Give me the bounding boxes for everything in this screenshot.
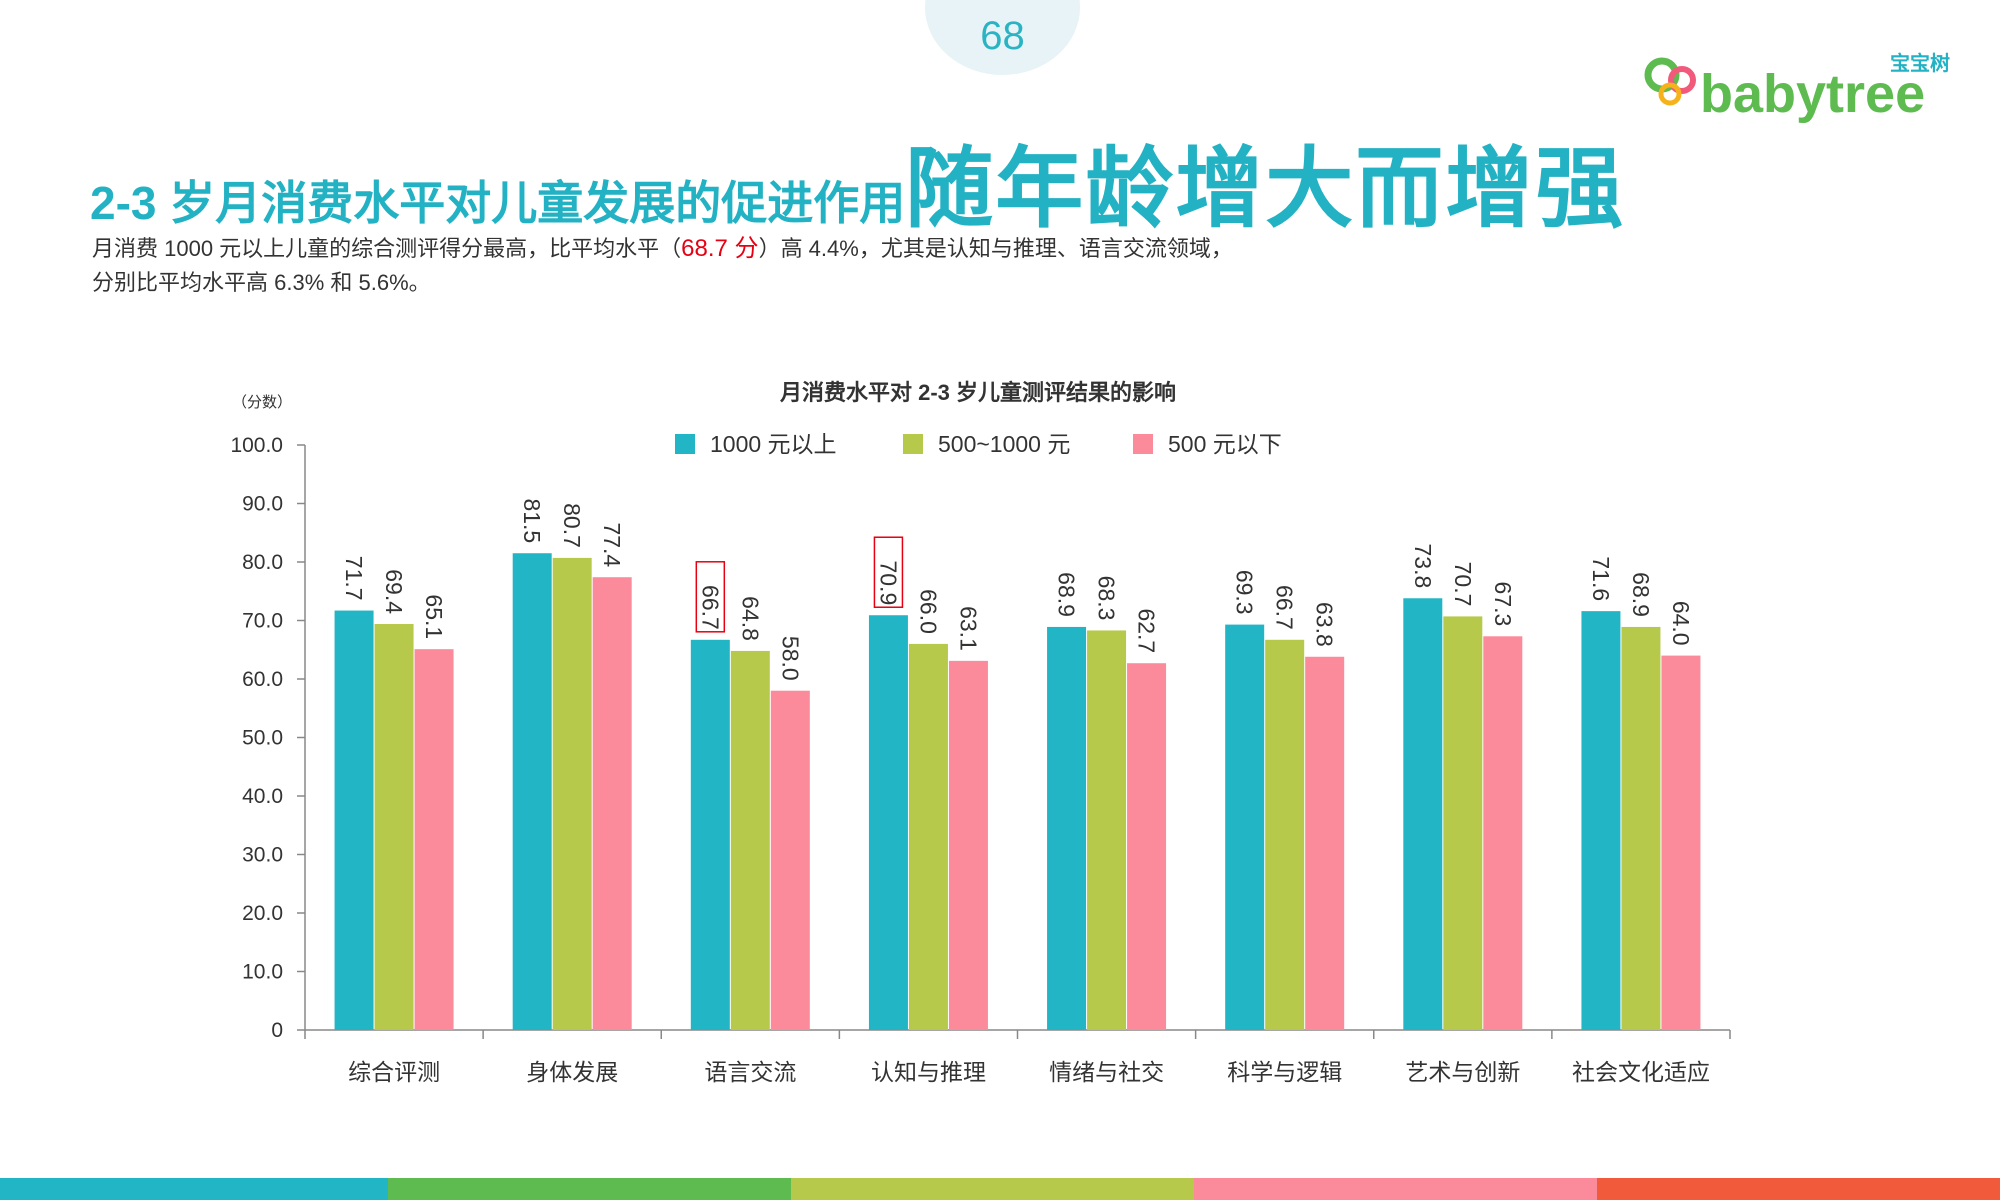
data-label: 81.5	[519, 498, 545, 543]
y-tick-label: 30.0	[242, 844, 283, 867]
babytree-logo: babytree 宝宝树	[1644, 51, 1950, 124]
page-title: 2-3 岁月消费水平对儿童发展的促进作用随年龄增大而增强	[90, 118, 1625, 245]
y-tick-label: 0	[271, 1019, 283, 1042]
x-tick-label: 身体发展	[526, 1059, 618, 1085]
y-tick-label: 50.0	[242, 727, 283, 750]
x-tick-label: 科学与逻辑	[1227, 1059, 1342, 1085]
data-label: 64.8	[737, 596, 763, 641]
bar	[552, 557, 592, 1030]
bar	[592, 577, 632, 1030]
x-tick-label: 认知与推理	[871, 1059, 986, 1085]
data-label: 58.0	[777, 636, 803, 681]
legend-label: 500 元以下	[1168, 431, 1282, 457]
highlight-box	[873, 536, 904, 608]
desc-highlight-average: 68.7 分	[681, 235, 759, 262]
data-label: 67.3	[1490, 582, 1516, 627]
x-tick-label: 艺术与创新	[1405, 1059, 1520, 1085]
legend-swatch	[1133, 434, 1153, 454]
bar	[1225, 624, 1265, 1030]
data-label: 64.0	[1668, 601, 1694, 646]
data-label: 71.6	[1588, 556, 1614, 601]
legend-swatch	[903, 434, 923, 454]
data-label: 68.9	[1628, 572, 1654, 617]
bar	[512, 553, 552, 1030]
bar	[1443, 616, 1483, 1030]
data-label: 77.4	[599, 522, 625, 567]
bar	[1087, 630, 1127, 1030]
bar	[1581, 611, 1621, 1030]
bar-chart: 月消费水平对 2-3 岁儿童测评结果的影响 （分数） 1000 元以上 500~100…	[230, 380, 1731, 1085]
bar	[1621, 626, 1661, 1030]
x-tick-label: 情绪与社交	[1049, 1059, 1164, 1085]
bar	[1047, 626, 1087, 1030]
data-label: 71.7	[341, 556, 367, 601]
data-label: 62.7	[1134, 608, 1160, 653]
bar	[414, 649, 454, 1030]
y-tick-label: 60.0	[242, 668, 283, 691]
data-label: 66.7	[1272, 585, 1298, 630]
data-label: 68.9	[1054, 572, 1080, 617]
y-tick-label: 90.0	[242, 493, 283, 516]
desc-line1-b: ）高 4.4%，尤其是认知与推理、语言交流领域，	[758, 236, 1233, 261]
bottom-bar-segment	[1194, 1178, 1597, 1200]
y-tick-label: 80.0	[242, 551, 283, 574]
highlight-box	[695, 561, 726, 633]
bar	[908, 643, 948, 1030]
y-axis-unit: （分数）	[232, 394, 292, 411]
x-tick-label: 综合评测	[348, 1059, 440, 1085]
bottom-bar-segment	[791, 1178, 1194, 1200]
description: 月消费 1000 元以上儿童的综合测评得分最高，比平均水平（68.7 分）高 4…	[92, 232, 1572, 300]
x-tick-label: 语言交流	[704, 1059, 796, 1085]
bar	[1305, 656, 1345, 1030]
bar	[730, 650, 770, 1030]
bar	[374, 624, 414, 1030]
data-label: 65.1	[421, 594, 447, 639]
y-tick-label: 20.0	[242, 902, 283, 925]
bar	[1127, 663, 1167, 1030]
bar	[770, 690, 810, 1030]
data-label: 69.4	[381, 569, 407, 614]
logo-brand-cn: 宝宝树	[1890, 51, 1950, 75]
data-label: 69.3	[1232, 570, 1258, 615]
bottom-color-bar	[0, 1178, 2000, 1200]
desc-line2: 分别比平均水平高 6.3% 和 5.6%。	[92, 270, 431, 295]
data-label: 70.7	[1450, 562, 1476, 607]
bar	[1483, 636, 1523, 1030]
data-label: 63.8	[1312, 602, 1338, 647]
bottom-bar-segment	[388, 1178, 791, 1200]
data-label: 80.7	[559, 503, 585, 548]
x-tick-label: 社会文化适应	[1572, 1059, 1710, 1085]
title-part1: 2-3 岁月消费水平对儿童发展的促进作用	[90, 177, 906, 229]
data-label: 66.0	[915, 589, 941, 634]
data-label: 70.9	[875, 560, 901, 605]
bar	[1403, 598, 1443, 1030]
bar	[1265, 639, 1305, 1030]
bottom-bar-segment	[1597, 1178, 2000, 1200]
y-tick-label: 10.0	[242, 961, 283, 984]
bar	[948, 660, 988, 1030]
logo-brand-en: babytree	[1700, 64, 1925, 124]
bar	[334, 610, 374, 1030]
page-number: 68	[980, 14, 1025, 58]
bar	[690, 639, 730, 1030]
y-tick-label: 100.0	[230, 434, 283, 457]
desc-line1-a: 月消费 1000 元以上儿童的综合测评得分最高，比平均水平（	[92, 236, 682, 261]
data-label: 63.1	[955, 606, 981, 651]
legend-swatch	[675, 434, 695, 454]
legend-label: 500~1000 元	[938, 431, 1070, 457]
chart-title: 月消费水平对 2-3 岁儿童测评结果的影响	[779, 380, 1176, 405]
y-tick-label: 40.0	[242, 785, 283, 808]
bar	[868, 615, 908, 1030]
data-label: 73.8	[1410, 544, 1436, 589]
data-label: 66.7	[697, 585, 723, 630]
title-part2: 随年龄增大而增强	[905, 139, 1626, 238]
y-tick-label: 70.0	[242, 610, 283, 633]
legend-label: 1000 元以上	[710, 431, 837, 457]
data-label: 68.3	[1094, 576, 1120, 621]
bar	[1661, 655, 1701, 1030]
bottom-bar-segment	[0, 1178, 388, 1200]
